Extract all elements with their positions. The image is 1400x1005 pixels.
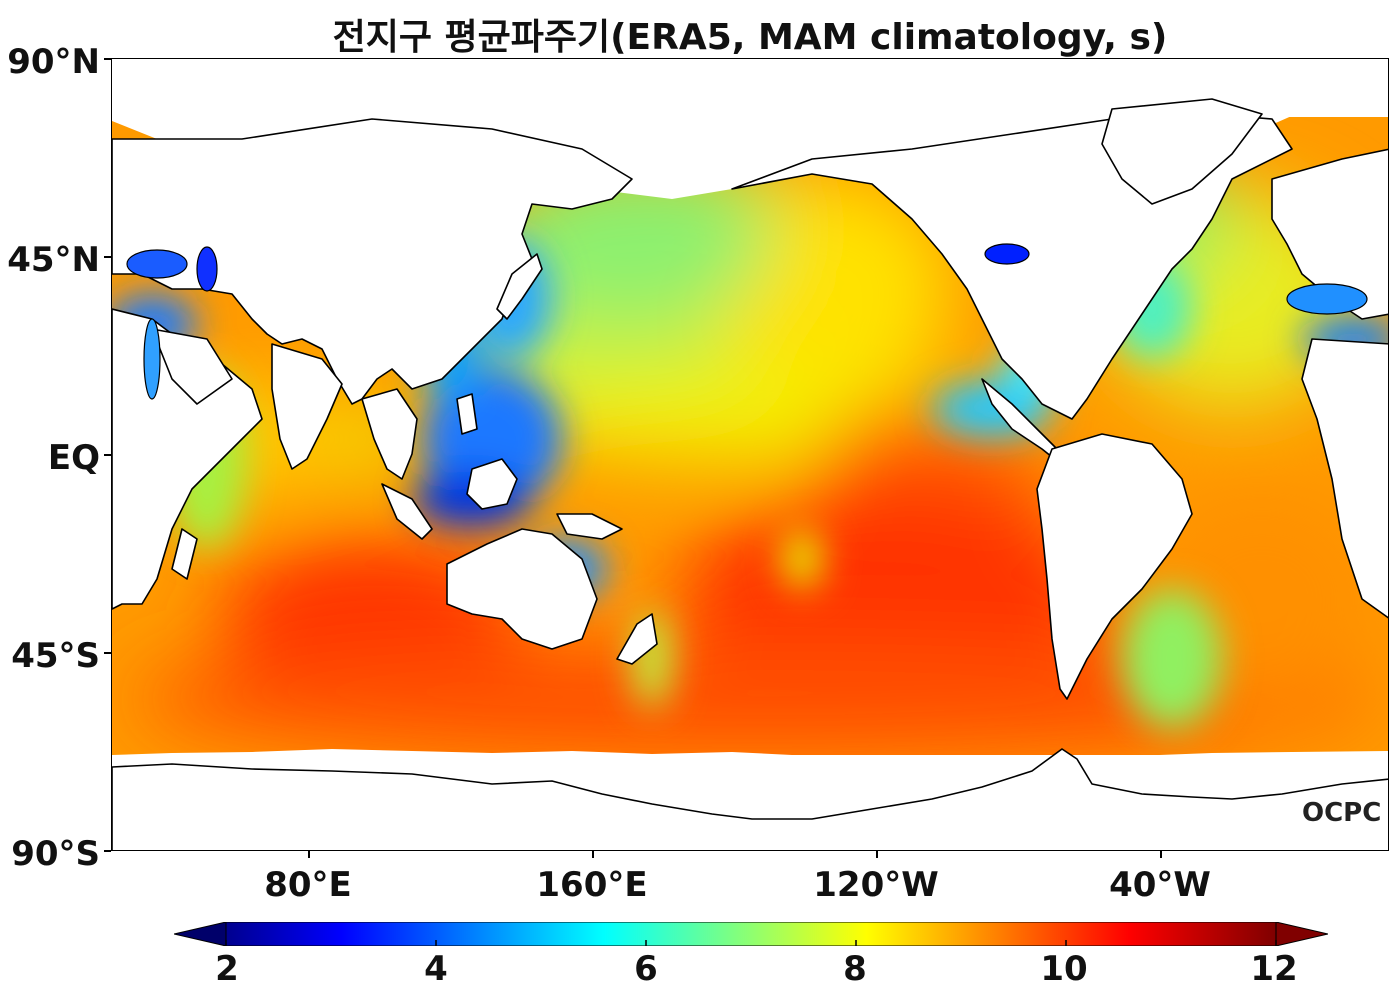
- lon-label-120w: 120°W: [813, 865, 939, 905]
- lat-label-45s: 45°S: [11, 636, 100, 676]
- colorbar-gradient: [225, 922, 1277, 946]
- colorbar-extend-max: [1275, 922, 1328, 946]
- colorbar-tick-label: 10: [1040, 949, 1088, 989]
- lon-label-80e: 80°E: [264, 865, 352, 905]
- red-sea: [143, 318, 161, 400]
- philippines-island: [456, 393, 478, 435]
- eurasia-landmass: [112, 118, 633, 405]
- arabia-landmass: [151, 328, 233, 405]
- black-sea: [126, 249, 188, 279]
- new-guinea-island: [556, 513, 623, 540]
- colorbar-tick-label: 2: [215, 949, 239, 989]
- lat-tick: [104, 58, 111, 60]
- caspian-sea: [196, 246, 218, 292]
- india-landmass: [271, 343, 343, 470]
- japan-island: [496, 253, 543, 320]
- indochina-landmass: [361, 388, 418, 480]
- lat-label-eq: EQ: [47, 438, 100, 478]
- colorbar-tick-label: 12: [1250, 949, 1298, 989]
- colorbar-tick-label: 4: [424, 949, 448, 989]
- great-lakes: [984, 243, 1030, 265]
- sumatra-island: [381, 483, 433, 540]
- lon-tick: [592, 851, 594, 858]
- lat-label-45n: 45°N: [7, 240, 100, 280]
- colorbar-extend-min: [174, 922, 227, 946]
- land-masses: [112, 98, 1388, 850]
- new-zealand-island: [616, 613, 658, 665]
- south-america-landmass: [1036, 433, 1193, 700]
- lon-label-40w: 40°W: [1109, 865, 1211, 905]
- africa-east-landmass: [1301, 338, 1388, 619]
- lon-label-160e: 160°E: [536, 865, 648, 905]
- lat-label-90s: 90°S: [11, 834, 100, 874]
- lat-tick: [104, 454, 111, 456]
- greenland-landmass: [1101, 98, 1263, 205]
- wave-period-map: [112, 59, 1388, 850]
- lat-tick: [104, 850, 111, 852]
- madagascar-island: [171, 528, 198, 580]
- map-plot-area: [111, 58, 1389, 851]
- lat-tick: [104, 256, 111, 258]
- borneo-island: [466, 458, 518, 510]
- colorbar-tick-label: 8: [843, 949, 867, 989]
- colorbar: [174, 922, 1328, 946]
- lon-tick: [308, 851, 310, 858]
- ocpc-logo: OCPC: [1302, 798, 1382, 828]
- antarctica-landmass: [112, 748, 1388, 850]
- lat-label-90n: 90°N: [7, 42, 100, 82]
- map-title: 전지구 평균파주기(ERA5, MAM climatology, s): [332, 17, 1168, 58]
- lon-tick: [876, 851, 878, 858]
- australia-landmass: [446, 528, 598, 650]
- mediterranean-sea: [1286, 283, 1368, 315]
- lat-tick: [104, 652, 111, 654]
- colorbar-ticks: [225, 940, 1277, 946]
- colorbar-tick-label: 6: [634, 949, 658, 989]
- lon-tick: [1160, 851, 1162, 858]
- inland-waters: [126, 243, 1368, 400]
